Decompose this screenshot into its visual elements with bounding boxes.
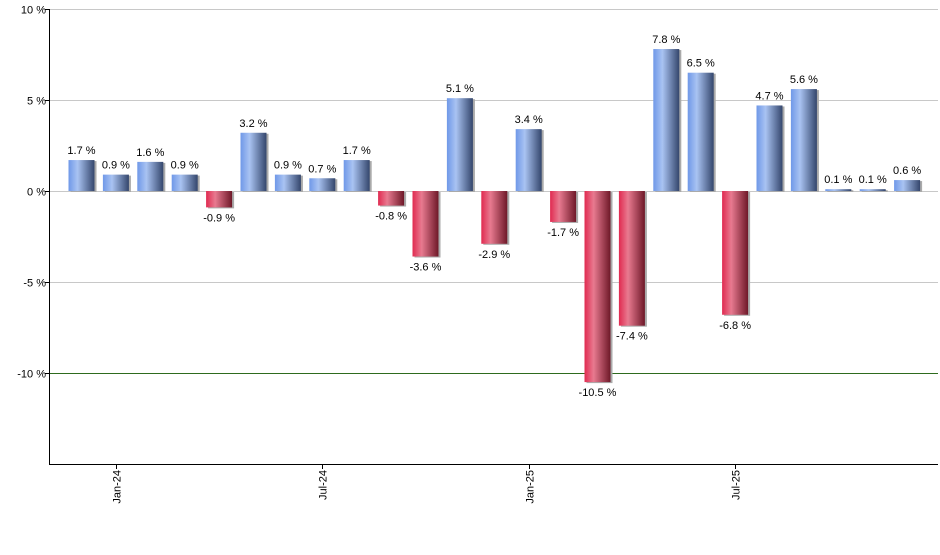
bar: [722, 191, 749, 315]
bar: [171, 174, 198, 191]
bar: [240, 132, 267, 191]
data-label: 0.7 %: [308, 163, 336, 175]
data-label: -7.4 %: [616, 331, 648, 343]
x-tick-label: Jan-25: [525, 470, 537, 504]
data-label: 7.8 %: [652, 34, 680, 46]
data-label: 0.6 %: [893, 165, 921, 177]
bar: [343, 160, 370, 191]
x-tick-label: Jul-25: [731, 470, 743, 500]
data-label: -0.9 %: [203, 212, 235, 224]
bar-shadow: [827, 190, 854, 192]
data-label: 5.6 %: [790, 74, 818, 86]
bar: [412, 191, 439, 257]
data-label: -6.8 %: [719, 320, 751, 332]
data-label: -10.5 %: [579, 387, 617, 399]
bar: [618, 191, 645, 326]
data-label: 0.9 %: [274, 160, 302, 172]
data-label: 1.7 %: [67, 145, 95, 157]
y-tick-label: -10 %: [17, 369, 46, 381]
data-label: 4.7 %: [755, 90, 783, 102]
bar: [68, 160, 95, 191]
y-tick-label: 0 %: [27, 187, 46, 199]
bar: [137, 161, 164, 191]
bar: [378, 191, 405, 206]
bar: [584, 191, 611, 383]
bar: [446, 98, 473, 191]
bar: [309, 178, 336, 191]
y-tick-label: 10 %: [21, 5, 46, 17]
data-label: 0.9 %: [102, 160, 130, 172]
bar: [756, 105, 783, 191]
bars: [68, 49, 923, 384]
bar: [481, 191, 508, 244]
data-label: 0.1 %: [824, 174, 852, 186]
bar: [653, 49, 680, 191]
data-label: 6.5 %: [687, 58, 715, 70]
data-label: 0.1 %: [859, 174, 887, 186]
x-tick-label: Jul-24: [318, 470, 330, 500]
bar: [894, 180, 921, 191]
data-label: -2.9 %: [478, 249, 510, 261]
bar: [859, 189, 886, 191]
bar: [550, 191, 577, 222]
data-label: 1.7 %: [343, 145, 371, 157]
bar: [515, 129, 542, 191]
bar: [825, 189, 852, 191]
bar: [687, 72, 714, 191]
data-label: 5.1 %: [446, 83, 474, 95]
bar: [274, 174, 301, 191]
data-label: -0.8 %: [375, 211, 407, 223]
data-label: 1.6 %: [136, 147, 164, 159]
data-label: 3.4 %: [515, 114, 543, 126]
bar: [102, 174, 129, 191]
axes: 10 % 5 % 0 % -5 % -10 % Jan-24 Jul-24 Jan-25 Jul…: [17, 5, 938, 504]
y-tick-label: -5 %: [23, 278, 46, 290]
data-label: -3.6 %: [410, 262, 442, 274]
bar: [790, 89, 817, 191]
data-label: 0.9 %: [171, 160, 199, 172]
x-tick-label: Jan-24: [112, 470, 124, 504]
bar-shadow: [861, 190, 888, 192]
data-labels: 1.7 % 0.9 % 1.6 % 0.9 % -0.9 % 3.2 % 0.9 % 0.7 …: [67, 34, 921, 399]
data-label: 3.2 %: [239, 118, 267, 130]
y-tick-label: 5 %: [27, 96, 46, 108]
data-label: -1.7 %: [547, 227, 579, 239]
bar: [206, 191, 233, 208]
